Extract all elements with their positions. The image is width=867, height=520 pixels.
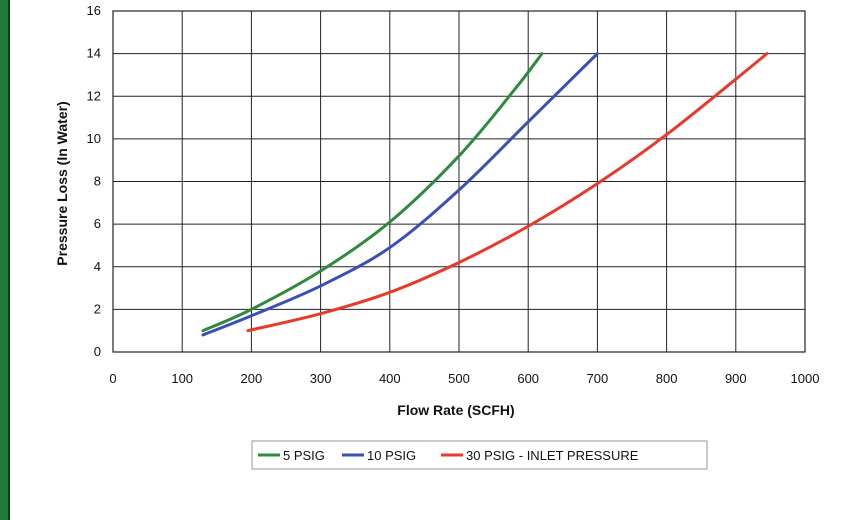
y-tick-label: 12 xyxy=(87,88,101,103)
x-tick-label: 100 xyxy=(171,371,193,386)
legend-label-3: 30 PSIG - INLET PRESSURE xyxy=(466,448,639,463)
y-tick-label: 10 xyxy=(87,131,101,146)
legend: 5 PSIG 10 PSIG 30 PSIG - INLET PRESSURE xyxy=(252,441,707,469)
y-tick-label: 14 xyxy=(87,46,101,61)
y-tick-label: 2 xyxy=(94,301,101,316)
legend-label-2: 10 PSIG xyxy=(367,448,416,463)
x-tick-label: 900 xyxy=(725,371,747,386)
legend-label-1: 5 PSIG xyxy=(283,448,325,463)
series-line-1 xyxy=(203,54,542,331)
x-tick-label: 700 xyxy=(587,371,609,386)
y-tick-labels: 0 2 4 6 8 10 12 14 16 xyxy=(87,3,101,359)
x-axis-title: Flow Rate (SCFH) xyxy=(397,402,514,418)
y-tick-label: 0 xyxy=(94,344,101,359)
y-tick-label: 6 xyxy=(94,216,101,231)
x-tick-label: 200 xyxy=(241,371,263,386)
x-tick-label: 500 xyxy=(448,371,470,386)
x-tick-label: 800 xyxy=(656,371,678,386)
y-axis-title: Pressure Loss (In Water) xyxy=(54,101,70,265)
x-tick-labels: 0 100 200 300 400 500 600 700 800 900 1000 xyxy=(109,371,819,386)
series-line-3 xyxy=(248,54,767,331)
x-tick-label: 600 xyxy=(517,371,539,386)
y-tick-label: 16 xyxy=(87,3,101,18)
grid xyxy=(113,11,805,352)
x-tick-label: 300 xyxy=(310,371,332,386)
y-tick-label: 8 xyxy=(94,174,101,189)
x-tick-label: 1000 xyxy=(791,371,820,386)
x-tick-label: 400 xyxy=(379,371,401,386)
x-tick-label: 0 xyxy=(109,371,116,386)
y-tick-label: 4 xyxy=(94,259,101,274)
